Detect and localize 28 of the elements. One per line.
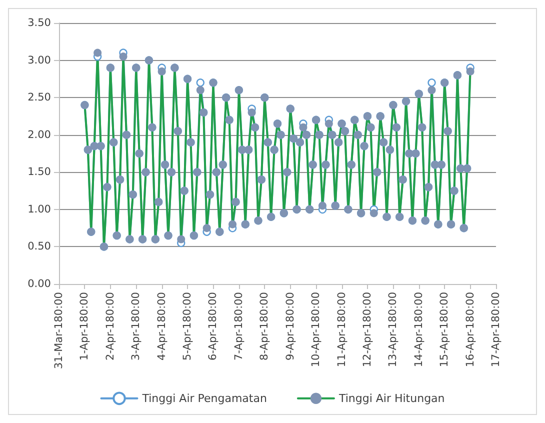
x-tick-label: 2-Apr-180:00 xyxy=(104,292,116,360)
x-tick-label: 5-Apr-180:00 xyxy=(182,292,194,360)
x-tick-label: 3-Apr-180:00 xyxy=(130,292,142,360)
x-tick-label: 11-Apr-180:00 xyxy=(336,292,348,368)
x-tick-label: 4-Apr-180:00 xyxy=(156,292,168,360)
x-tick-label: 31-Mar-180:00 xyxy=(53,292,65,370)
x-tick-label: 12-Apr-180:00 xyxy=(361,292,374,368)
x-tick-label: 9-Apr-180:00 xyxy=(284,292,296,360)
y-tick-label: 2.00 xyxy=(28,128,51,141)
x-tick-label: 17-Apr-180:00 xyxy=(490,292,502,368)
y-tick-label: 0.00 xyxy=(28,278,51,290)
x-tick-label: 14-Apr-180:00 xyxy=(412,292,425,368)
x-tick-label: 13-Apr-180:00 xyxy=(387,292,400,368)
y-tick-label: 3.00 xyxy=(28,54,51,66)
x-tick-label: 15-Apr-180:00 xyxy=(438,292,451,368)
y-tick-label: 0.50 xyxy=(28,240,51,253)
x-tick-label: 1-Apr-180:00 xyxy=(78,292,91,360)
y-tick-label: 3.50 xyxy=(28,17,51,29)
x-tick-label: 10-Apr-180:00 xyxy=(310,292,322,368)
x-tick-label: 6-Apr-180:00 xyxy=(207,292,220,360)
legend-label: Tinggi Air Pengamatan xyxy=(141,392,267,405)
legend-label: Tinggi Air Hitungan xyxy=(338,392,445,405)
y-tick-label: 1.00 xyxy=(28,203,51,216)
y-tick-label: 2.50 xyxy=(28,92,51,104)
x-tick-label: 7-Apr-180:00 xyxy=(232,292,245,360)
y-tick-label: 1.50 xyxy=(28,166,51,178)
x-tick-label: 16-Apr-180:00 xyxy=(464,292,476,368)
x-tick-label: 8-Apr-180:00 xyxy=(258,292,271,360)
